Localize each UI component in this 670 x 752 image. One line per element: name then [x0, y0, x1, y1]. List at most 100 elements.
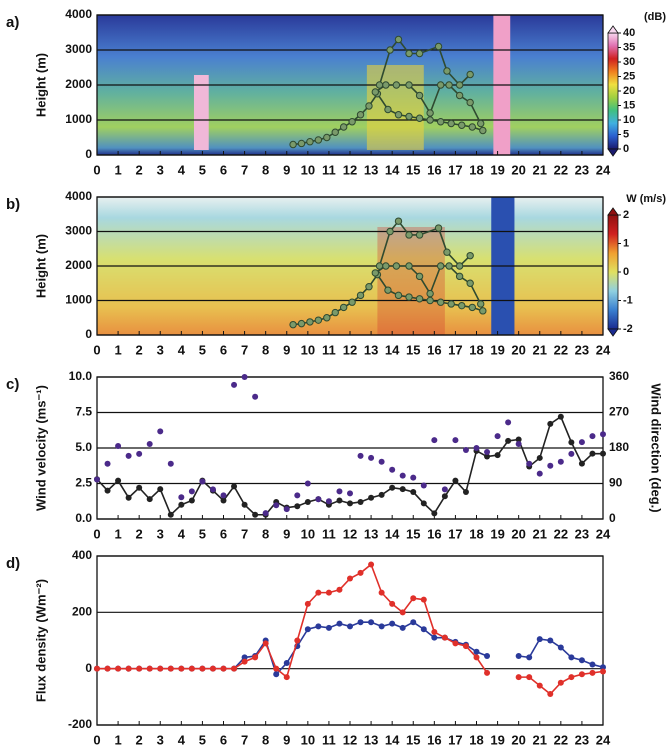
y2-tick-label: 90 [609, 476, 623, 490]
series-marker [231, 665, 238, 672]
series-marker [347, 575, 353, 582]
series-marker [304, 626, 311, 633]
series-marker [294, 637, 301, 644]
x-tick-label: 11 [322, 526, 336, 541]
series-marker [426, 116, 434, 124]
series-marker [477, 300, 485, 308]
series-marker [415, 49, 424, 58]
series-marker [455, 272, 464, 281]
x-tick-label: 9 [283, 526, 290, 541]
x-tick-label: 18 [469, 526, 483, 541]
series-marker [515, 436, 522, 443]
colorbar-cap [607, 25, 619, 34]
y2-axis-label: Wind direction (deg.) [649, 383, 664, 512]
series-marker [306, 138, 314, 146]
series-marker [505, 437, 512, 444]
series-marker [458, 301, 466, 310]
series-marker [405, 81, 413, 89]
colorbar-tick-label: 40 [623, 27, 635, 39]
x-tick-label: 6 [220, 526, 227, 541]
series-marker [431, 510, 438, 517]
x-tick-label: 20 [511, 162, 525, 177]
series-marker [399, 624, 406, 631]
series-marker [347, 490, 353, 497]
series-marker [157, 486, 164, 493]
series-marker [357, 569, 364, 576]
y-tick-label: 1000 [65, 293, 92, 307]
series-marker [389, 620, 396, 627]
series-marker [314, 316, 323, 324]
x-tick-label: 17 [448, 526, 462, 541]
colorbar-tick-label: 10 [623, 114, 635, 126]
x-tick-label: 13 [364, 526, 378, 541]
series-marker [434, 42, 443, 51]
series-marker [568, 450, 575, 457]
y-tick-label: 2000 [65, 258, 92, 272]
series-marker [157, 428, 164, 435]
x-tick-label: 14 [385, 162, 400, 177]
series-marker [484, 652, 491, 659]
x-tick-label: 17 [448, 732, 462, 747]
x-tick-label: 10 [301, 526, 315, 541]
series-marker [484, 669, 491, 676]
series-marker [252, 511, 259, 518]
x-tick-label: 13 [364, 732, 378, 747]
series-marker [188, 665, 195, 672]
series-marker [273, 665, 280, 672]
series-marker [468, 123, 476, 131]
x-tick-label: 21 [533, 342, 547, 357]
series-marker [323, 133, 331, 142]
series-marker [578, 657, 585, 664]
series-marker [452, 437, 459, 444]
series-marker [466, 70, 474, 79]
x-tick-label: 17 [448, 162, 462, 177]
panel-label: d) [6, 555, 20, 572]
series-marker [484, 453, 491, 460]
series-marker [368, 619, 375, 626]
series-marker [526, 654, 533, 661]
series-marker [136, 665, 143, 672]
x-tick-label: 24 [596, 732, 611, 747]
plot-frame [96, 376, 604, 520]
series-marker [252, 654, 259, 661]
series-marker [220, 497, 227, 504]
x-tick-label: 5 [199, 342, 206, 357]
series-marker [600, 450, 606, 457]
x-tick-label: 15 [406, 526, 420, 541]
x-tick-label: 16 [427, 162, 441, 177]
series-marker [443, 248, 451, 256]
series-marker [167, 511, 174, 518]
heatmap-patch [193, 75, 209, 150]
series-marker [199, 478, 206, 485]
y-tick-label: 5.0 [75, 440, 92, 454]
series-marker [304, 498, 311, 505]
series-marker [455, 91, 464, 100]
x-tick-label: 8 [262, 342, 269, 357]
x-tick-label: 0 [93, 162, 100, 177]
x-tick-label: 20 [511, 732, 525, 747]
x-tick-label: 14 [385, 732, 400, 747]
series-marker [547, 691, 554, 698]
series-marker [315, 496, 322, 503]
panel-label: c) [6, 376, 19, 393]
series-marker [347, 623, 353, 630]
colorbar-tick-label: 2 [623, 209, 629, 221]
x-tick-label: 7 [241, 732, 248, 747]
series-marker [357, 619, 364, 626]
x-tick-label: 3 [157, 162, 164, 177]
series-marker [589, 661, 596, 668]
panel-label: b) [6, 196, 20, 213]
x-tick-label: 21 [533, 162, 547, 177]
x-tick-label: 17 [448, 342, 462, 357]
series-marker [371, 88, 379, 96]
series-marker [357, 498, 364, 505]
y-tick-label: 10.0 [69, 369, 93, 383]
series-marker [526, 460, 533, 467]
series-marker [443, 67, 451, 75]
series-marker [365, 102, 373, 110]
series-marker [241, 374, 248, 380]
series-marker [458, 121, 466, 129]
series-marker [315, 589, 322, 596]
series-marker [368, 561, 375, 568]
series-marker [283, 660, 290, 667]
